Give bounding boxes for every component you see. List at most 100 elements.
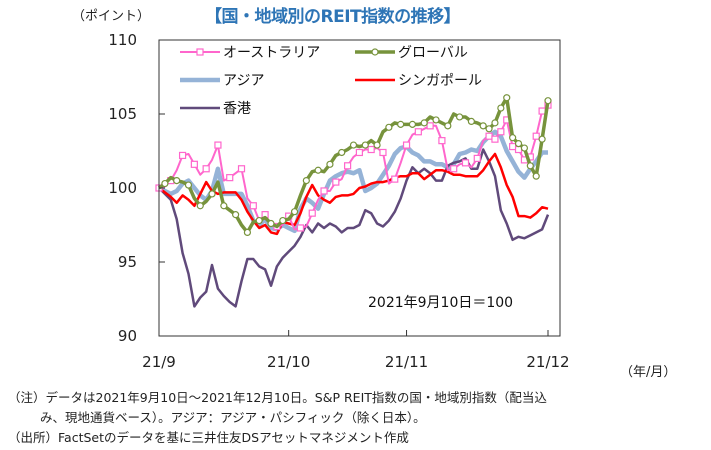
data-point: [308, 209, 316, 217]
note-line-2: み、現地通貨ベース）。アジア：アジア・パシフィック（除く日本）。: [40, 410, 426, 425]
series-line: [158, 152, 549, 236]
data-point: [355, 148, 363, 157]
legend-label: シンガポール: [398, 73, 482, 89]
data-point: [397, 120, 405, 128]
data-point: [408, 120, 417, 128]
source-line: （出所）FactSetのデータを基に三井住友DSアセットマネジメント作成: [8, 430, 409, 445]
series-line: [158, 104, 549, 231]
data-point: [485, 132, 493, 140]
data-point: [544, 97, 552, 105]
data-point: [503, 94, 511, 102]
data-point: [326, 160, 334, 168]
data-point: [385, 123, 393, 131]
data-point: [514, 140, 523, 148]
data-point: [190, 160, 198, 168]
data-point: [302, 177, 310, 185]
x-axis: 21/9 21/10 21/11 21/12: [142, 330, 570, 371]
data-point: [196, 202, 204, 210]
data-point: [208, 190, 216, 198]
data-point: [497, 104, 505, 112]
base-annotation: 2021年9月10日＝100: [368, 295, 513, 311]
data-point: [479, 122, 487, 130]
data-point: [184, 181, 193, 189]
data-point: [514, 145, 523, 154]
data-point: [520, 144, 529, 152]
data-point: [243, 228, 252, 236]
data-point: [509, 142, 517, 151]
y-tick-label: 100: [108, 179, 137, 197]
data-point: [178, 151, 187, 160]
data-point: [379, 148, 387, 157]
data-point: [255, 216, 263, 225]
y-tick-label: 105: [108, 105, 137, 123]
data-point: [367, 145, 375, 154]
data-point: [432, 116, 440, 124]
series-line: [158, 148, 550, 308]
data-point: [161, 179, 169, 188]
data-point: [532, 132, 540, 140]
series-lines: [155, 94, 552, 308]
data-point: [320, 187, 328, 195]
data-point: [461, 159, 470, 167]
legend-label: 香港: [223, 101, 251, 117]
data-point: [420, 119, 428, 127]
y-axis: 90 95 100 105 110: [108, 31, 165, 345]
data-point: [344, 162, 352, 170]
data-point: [237, 165, 246, 173]
x-tick-label: 21/10: [267, 353, 310, 371]
data-point: [497, 128, 505, 136]
data-point: [214, 141, 222, 149]
data-point: [473, 154, 481, 162]
data-point: [491, 135, 499, 143]
data-point: [232, 211, 240, 219]
data-point: [220, 202, 228, 210]
data-point: [267, 219, 275, 228]
x-tick-label: 21/12: [526, 353, 569, 371]
data-point: [402, 141, 411, 149]
legend-marker: [196, 48, 204, 56]
data-point: [491, 119, 499, 127]
data-point: [438, 137, 446, 145]
data-point: [290, 208, 299, 216]
data-point: [373, 141, 381, 149]
data-point: [485, 125, 493, 133]
legend-marker: [371, 48, 379, 56]
data-point: [450, 165, 458, 173]
data-point: [538, 107, 546, 115]
data-point: [538, 135, 546, 143]
data-point: [349, 141, 358, 149]
data-point: [467, 117, 475, 126]
data-point: [444, 122, 452, 130]
legend-label: アジア: [223, 73, 264, 89]
legend-label: オーストラリア: [223, 45, 320, 61]
chart-title: 【国・地域別のREIT指数の推移】: [205, 7, 461, 27]
data-point: [338, 148, 346, 157]
data-point: [532, 172, 540, 180]
data-point: [279, 216, 287, 225]
data-point: [361, 141, 369, 149]
data-point: [455, 113, 464, 121]
legend-label: グローバル: [398, 45, 468, 61]
data-point: [249, 202, 257, 210]
x-tick-label: 21/9: [142, 353, 176, 371]
data-point: [509, 134, 517, 142]
data-point: [391, 175, 399, 183]
data-point: [426, 122, 434, 130]
y-tick-label: 95: [118, 253, 137, 271]
data-point: [314, 166, 322, 174]
x-axis-unit: （年/月）: [620, 365, 677, 380]
data-point: [526, 162, 534, 170]
y-tick-label: 110: [108, 31, 137, 49]
x-tick-label: 21/11: [385, 353, 428, 371]
data-point: [173, 177, 181, 185]
y-tick-label: 90: [118, 327, 137, 345]
data-point: [226, 174, 234, 182]
data-point: [296, 224, 305, 232]
data-point: [202, 165, 210, 173]
note-line-1: （注）データは2021年9月10日～2021年12月10日。S&P REIT指数…: [8, 390, 547, 405]
data-point: [332, 178, 340, 186]
y-axis-unit: （ポイント）: [72, 9, 151, 24]
data-point: [414, 128, 422, 136]
